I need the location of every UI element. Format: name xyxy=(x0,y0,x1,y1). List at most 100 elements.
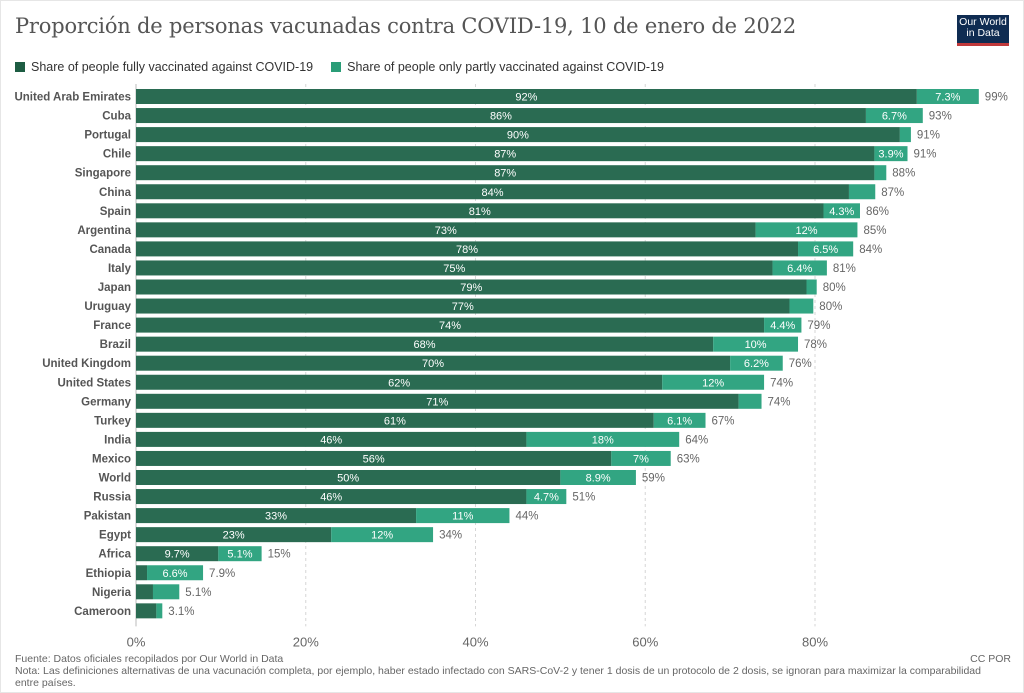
owid-logo[interactable]: Our World in Data xyxy=(957,15,1009,46)
category-label[interactable]: Turkey xyxy=(94,415,131,427)
category-label[interactable]: Brazil xyxy=(100,339,131,351)
category-label[interactable]: United States xyxy=(58,377,132,389)
category-label[interactable]: Argentina xyxy=(77,225,131,237)
bar-label-partial: 6.2% xyxy=(744,358,769,370)
category-label[interactable]: Mexico xyxy=(92,453,131,465)
license-link[interactable]: CC POR xyxy=(970,653,1011,665)
bar-fully-vaccinated[interactable] xyxy=(136,146,875,162)
legend-label-full: Share of people fully vaccinated against… xyxy=(31,60,314,74)
bar-partly-vaccinated[interactable] xyxy=(560,470,636,485)
bar-partly-vaccinated[interactable] xyxy=(874,146,908,162)
category-label[interactable]: China xyxy=(99,187,132,199)
bar-partly-vaccinated[interactable] xyxy=(899,127,911,143)
category-label[interactable]: Nigeria xyxy=(92,587,132,599)
bar-fully-vaccinated[interactable] xyxy=(136,527,332,543)
bar-fully-vaccinated[interactable] xyxy=(136,393,739,409)
bar-partly-vaccinated[interactable] xyxy=(147,565,204,581)
bar-fully-vaccinated[interactable] xyxy=(136,355,731,371)
legend-item-full[interactable]: Share of people fully vaccinated against… xyxy=(15,60,313,74)
category-label[interactable]: Canada xyxy=(89,244,131,256)
bar-partly-vaccinated[interactable] xyxy=(823,203,860,219)
category-label[interactable]: Cameroon xyxy=(74,606,131,618)
bar-partly-vaccinated[interactable] xyxy=(789,298,814,314)
bar-partly-vaccinated[interactable] xyxy=(755,222,858,238)
bar-fully-vaccinated[interactable] xyxy=(136,489,527,505)
bar-label-partial: 7% xyxy=(633,453,649,465)
category-label[interactable]: Russia xyxy=(93,492,131,504)
category-label[interactable]: World xyxy=(99,473,131,485)
bar-partly-vaccinated[interactable] xyxy=(764,317,802,333)
bar-fully-vaccinated[interactable] xyxy=(136,508,417,524)
bar-fully-vaccinated[interactable] xyxy=(136,108,866,124)
bar-partly-vaccinated[interactable] xyxy=(738,393,762,409)
bar-partly-vaccinated[interactable] xyxy=(218,546,262,562)
category-label[interactable]: Egypt xyxy=(99,530,131,542)
bar-fully-vaccinated[interactable] xyxy=(136,565,148,581)
bar-partly-vaccinated[interactable] xyxy=(916,89,979,104)
category-label[interactable]: Japan xyxy=(98,282,131,294)
category-label[interactable]: Uruguay xyxy=(84,301,131,313)
category-label[interactable]: United Arab Emirates xyxy=(14,92,131,104)
bar-fully-vaccinated[interactable] xyxy=(136,470,561,485)
bar-fully-vaccinated[interactable] xyxy=(136,241,799,257)
bar-fully-vaccinated[interactable] xyxy=(136,374,663,390)
category-label[interactable]: Italy xyxy=(108,263,132,275)
category-label[interactable]: Germany xyxy=(81,396,131,408)
category-label[interactable]: France xyxy=(93,320,131,332)
bar-label-full: 90% xyxy=(507,130,529,142)
bar-fully-vaccinated[interactable] xyxy=(136,298,790,314)
bar-partly-vaccinated[interactable] xyxy=(874,165,887,181)
bar-partly-vaccinated[interactable] xyxy=(798,241,854,257)
bar-fully-vaccinated[interactable] xyxy=(136,260,773,276)
bar-fully-vaccinated[interactable] xyxy=(136,222,756,238)
legend-swatch-full xyxy=(15,62,25,72)
bar-label-full: 23% xyxy=(223,530,245,542)
note-text: Nota: Las definiciones alternativas de u… xyxy=(15,665,981,689)
bar-partly-vaccinated[interactable] xyxy=(730,355,783,371)
bar-partly-vaccinated[interactable] xyxy=(331,527,434,543)
bar-partly-vaccinated[interactable] xyxy=(865,108,923,124)
bar-partly-vaccinated[interactable] xyxy=(806,279,817,295)
category-label[interactable]: Africa xyxy=(98,549,131,561)
bar-partly-vaccinated[interactable] xyxy=(713,336,799,352)
bar-partly-vaccinated[interactable] xyxy=(848,184,876,200)
bar-fully-vaccinated[interactable] xyxy=(136,603,157,619)
bar-fully-vaccinated[interactable] xyxy=(136,279,807,295)
bar-partly-vaccinated[interactable] xyxy=(416,508,510,524)
bar-fully-vaccinated[interactable] xyxy=(136,450,612,466)
category-label[interactable]: Spain xyxy=(100,206,131,218)
bar-fully-vaccinated[interactable] xyxy=(136,317,765,333)
bar-fully-vaccinated[interactable] xyxy=(136,431,527,447)
bar-partly-vaccinated[interactable] xyxy=(526,431,680,447)
bar-fully-vaccinated[interactable] xyxy=(136,203,824,219)
bar-fully-vaccinated[interactable] xyxy=(136,127,900,143)
category-label[interactable]: India xyxy=(104,434,131,446)
category-label[interactable]: Singapore xyxy=(75,168,131,180)
category-label[interactable]: United Kingdom xyxy=(42,358,131,370)
bar-total-label: 76% xyxy=(789,358,812,370)
bar-partly-vaccinated[interactable] xyxy=(662,374,765,390)
bar-partly-vaccinated[interactable] xyxy=(772,260,827,276)
bar-label-full: 70% xyxy=(422,358,444,370)
bar-total-label: 3.1% xyxy=(168,606,194,618)
bar-total-label: 85% xyxy=(863,225,886,237)
category-label[interactable]: Chile xyxy=(103,149,131,161)
category-label[interactable]: Pakistan xyxy=(84,511,131,523)
bar-fully-vaccinated[interactable] xyxy=(136,412,654,428)
bar-partly-vaccinated[interactable] xyxy=(156,603,163,619)
bar-fully-vaccinated[interactable] xyxy=(136,184,849,200)
bar-fully-vaccinated[interactable] xyxy=(136,336,714,352)
bar-partly-vaccinated[interactable] xyxy=(152,584,180,600)
bar-partly-vaccinated[interactable] xyxy=(611,450,671,466)
category-label[interactable]: Ethiopia xyxy=(86,568,132,580)
bar-partly-vaccinated[interactable] xyxy=(526,489,567,505)
bar-fully-vaccinated[interactable] xyxy=(136,584,153,600)
bar-fully-vaccinated[interactable] xyxy=(136,546,219,562)
bar-partly-vaccinated[interactable] xyxy=(653,412,706,428)
bar-fully-vaccinated[interactable] xyxy=(136,165,875,181)
bar-fully-vaccinated[interactable] xyxy=(136,89,917,104)
category-label[interactable]: Portugal xyxy=(84,130,131,142)
legend-item-partial[interactable]: Share of people only partly vaccinated a… xyxy=(331,60,664,74)
category-label[interactable]: Cuba xyxy=(102,111,131,123)
bar-label-full: 62% xyxy=(388,377,410,389)
